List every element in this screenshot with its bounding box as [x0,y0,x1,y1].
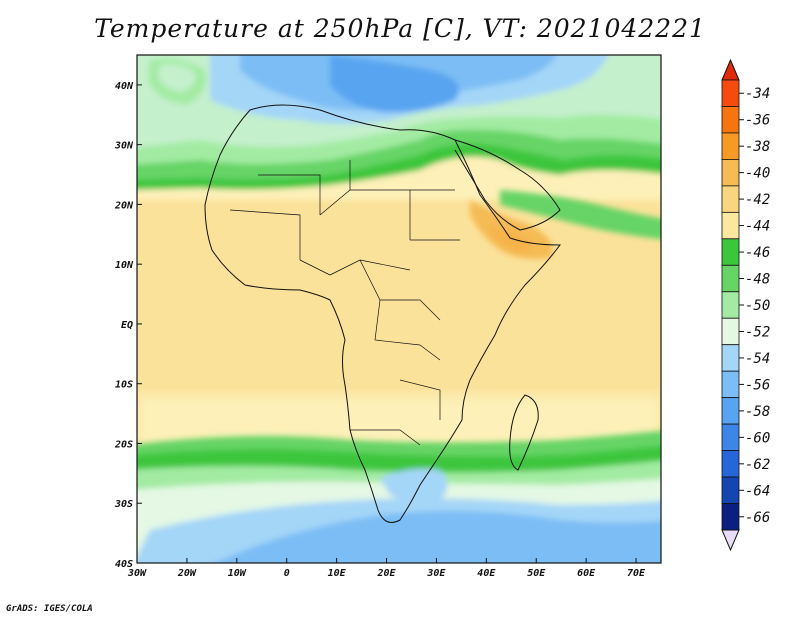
lon-tick-label: 10W [228,568,247,579]
lon-tick-label: 20E [376,568,396,579]
colorbar-swatch [721,476,740,504]
lat-tick-label: EQ [121,320,133,331]
colorbar-label: -56 [745,377,770,393]
colorbar-swatch [721,503,740,531]
map-title: Temperature at 250hPa [C], VT: 202104222… [94,14,706,43]
lat-tick-label: 10S [115,380,133,391]
colorbar-label: -36 [745,113,770,129]
colorbar-swatch [721,79,740,107]
africa-outline [204,104,562,523]
lon-tick-label: 20W [177,568,197,579]
colorbar-swatch [721,317,740,346]
lon-tick-label: 40E [477,568,496,579]
lat-tick-label: 20S [114,439,133,450]
colorbar-swatch [721,397,740,425]
colorbar-swatch [721,423,740,451]
colorbar-label: -62 [745,457,770,473]
lon-tick-label: 30W [127,568,147,579]
lat-tick-label: 30S [114,499,133,510]
lon-tick-label: 50E [527,568,546,579]
lat-tick-label: 40N [115,81,134,92]
madagascar-outline [509,394,539,471]
colorbar-label: -50 [745,298,770,314]
lon-tick-label: 60E [577,568,596,579]
colorbar-label: -40 [745,166,770,182]
lon-tick-label: 30E [426,568,446,579]
colorbar-bottom-arrow [721,529,740,552]
colorbar-label: -46 [745,245,770,261]
colorbar-swatch [721,159,740,187]
colorbar-swatch [721,291,740,319]
coastlines [204,104,562,523]
lat-tick-label: 10N [115,260,134,271]
north-cold-region [137,55,661,200]
plot-frame [136,54,662,564]
colorbar-swatch [721,211,740,240]
colorbar-swatch [721,106,740,134]
colorbar-label: -60 [745,430,770,446]
lon-tick-label: 10E [328,568,347,579]
north-green-band [500,190,661,240]
colorbar-swatch [721,132,740,160]
lat-tick-label: 20N [114,200,134,211]
colorbar-top-arrow [721,58,740,81]
credit-text: GrADS: IGES/COLA [6,604,93,614]
colorbar-swatch [721,185,740,213]
colorbar-label: -52 [745,324,770,340]
colorbar-label: -34 [745,86,770,102]
border-lines [229,160,460,446]
horn-warm-spot [470,200,553,259]
lat-tick-label: 40S [115,559,133,570]
colorbar-label: -42 [745,192,770,208]
lon-tick-label: 0 [284,568,290,579]
colorbar-label: -58 [745,404,770,420]
colorbar-label: -48 [745,272,770,288]
lat-tick-label: 30N [114,141,134,152]
colorbar-swatch [721,450,740,478]
latitude-axis: 40S 30S 20S 10S EQ 10N 20N 30N 40N [114,81,142,570]
colorbar-swatch [721,264,740,293]
colorbar: -34 -36 -38 -40 -42 -44 -46 -48 -50 -52 -54 -56 -58 -… [721,58,770,552]
south-cold-region [137,430,661,563]
colorbar-label: -66 [745,510,770,526]
temperature-field [137,55,661,563]
colorbar-swatch [721,370,740,399]
colorbar-label: -44 [745,219,770,235]
colorbar-label: -64 [745,483,770,499]
colorbar-label: -54 [745,351,770,367]
lon-tick-label: 70E [627,568,646,579]
colorbar-swatch [721,238,740,266]
longitude-axis: 30W 20W 10W 0 10E 20E 30E 40E 50E 60E 70E [127,558,646,579]
arabia-outline [454,139,561,231]
colorbar-label: -38 [745,139,770,155]
colorbar-swatch [721,344,740,372]
